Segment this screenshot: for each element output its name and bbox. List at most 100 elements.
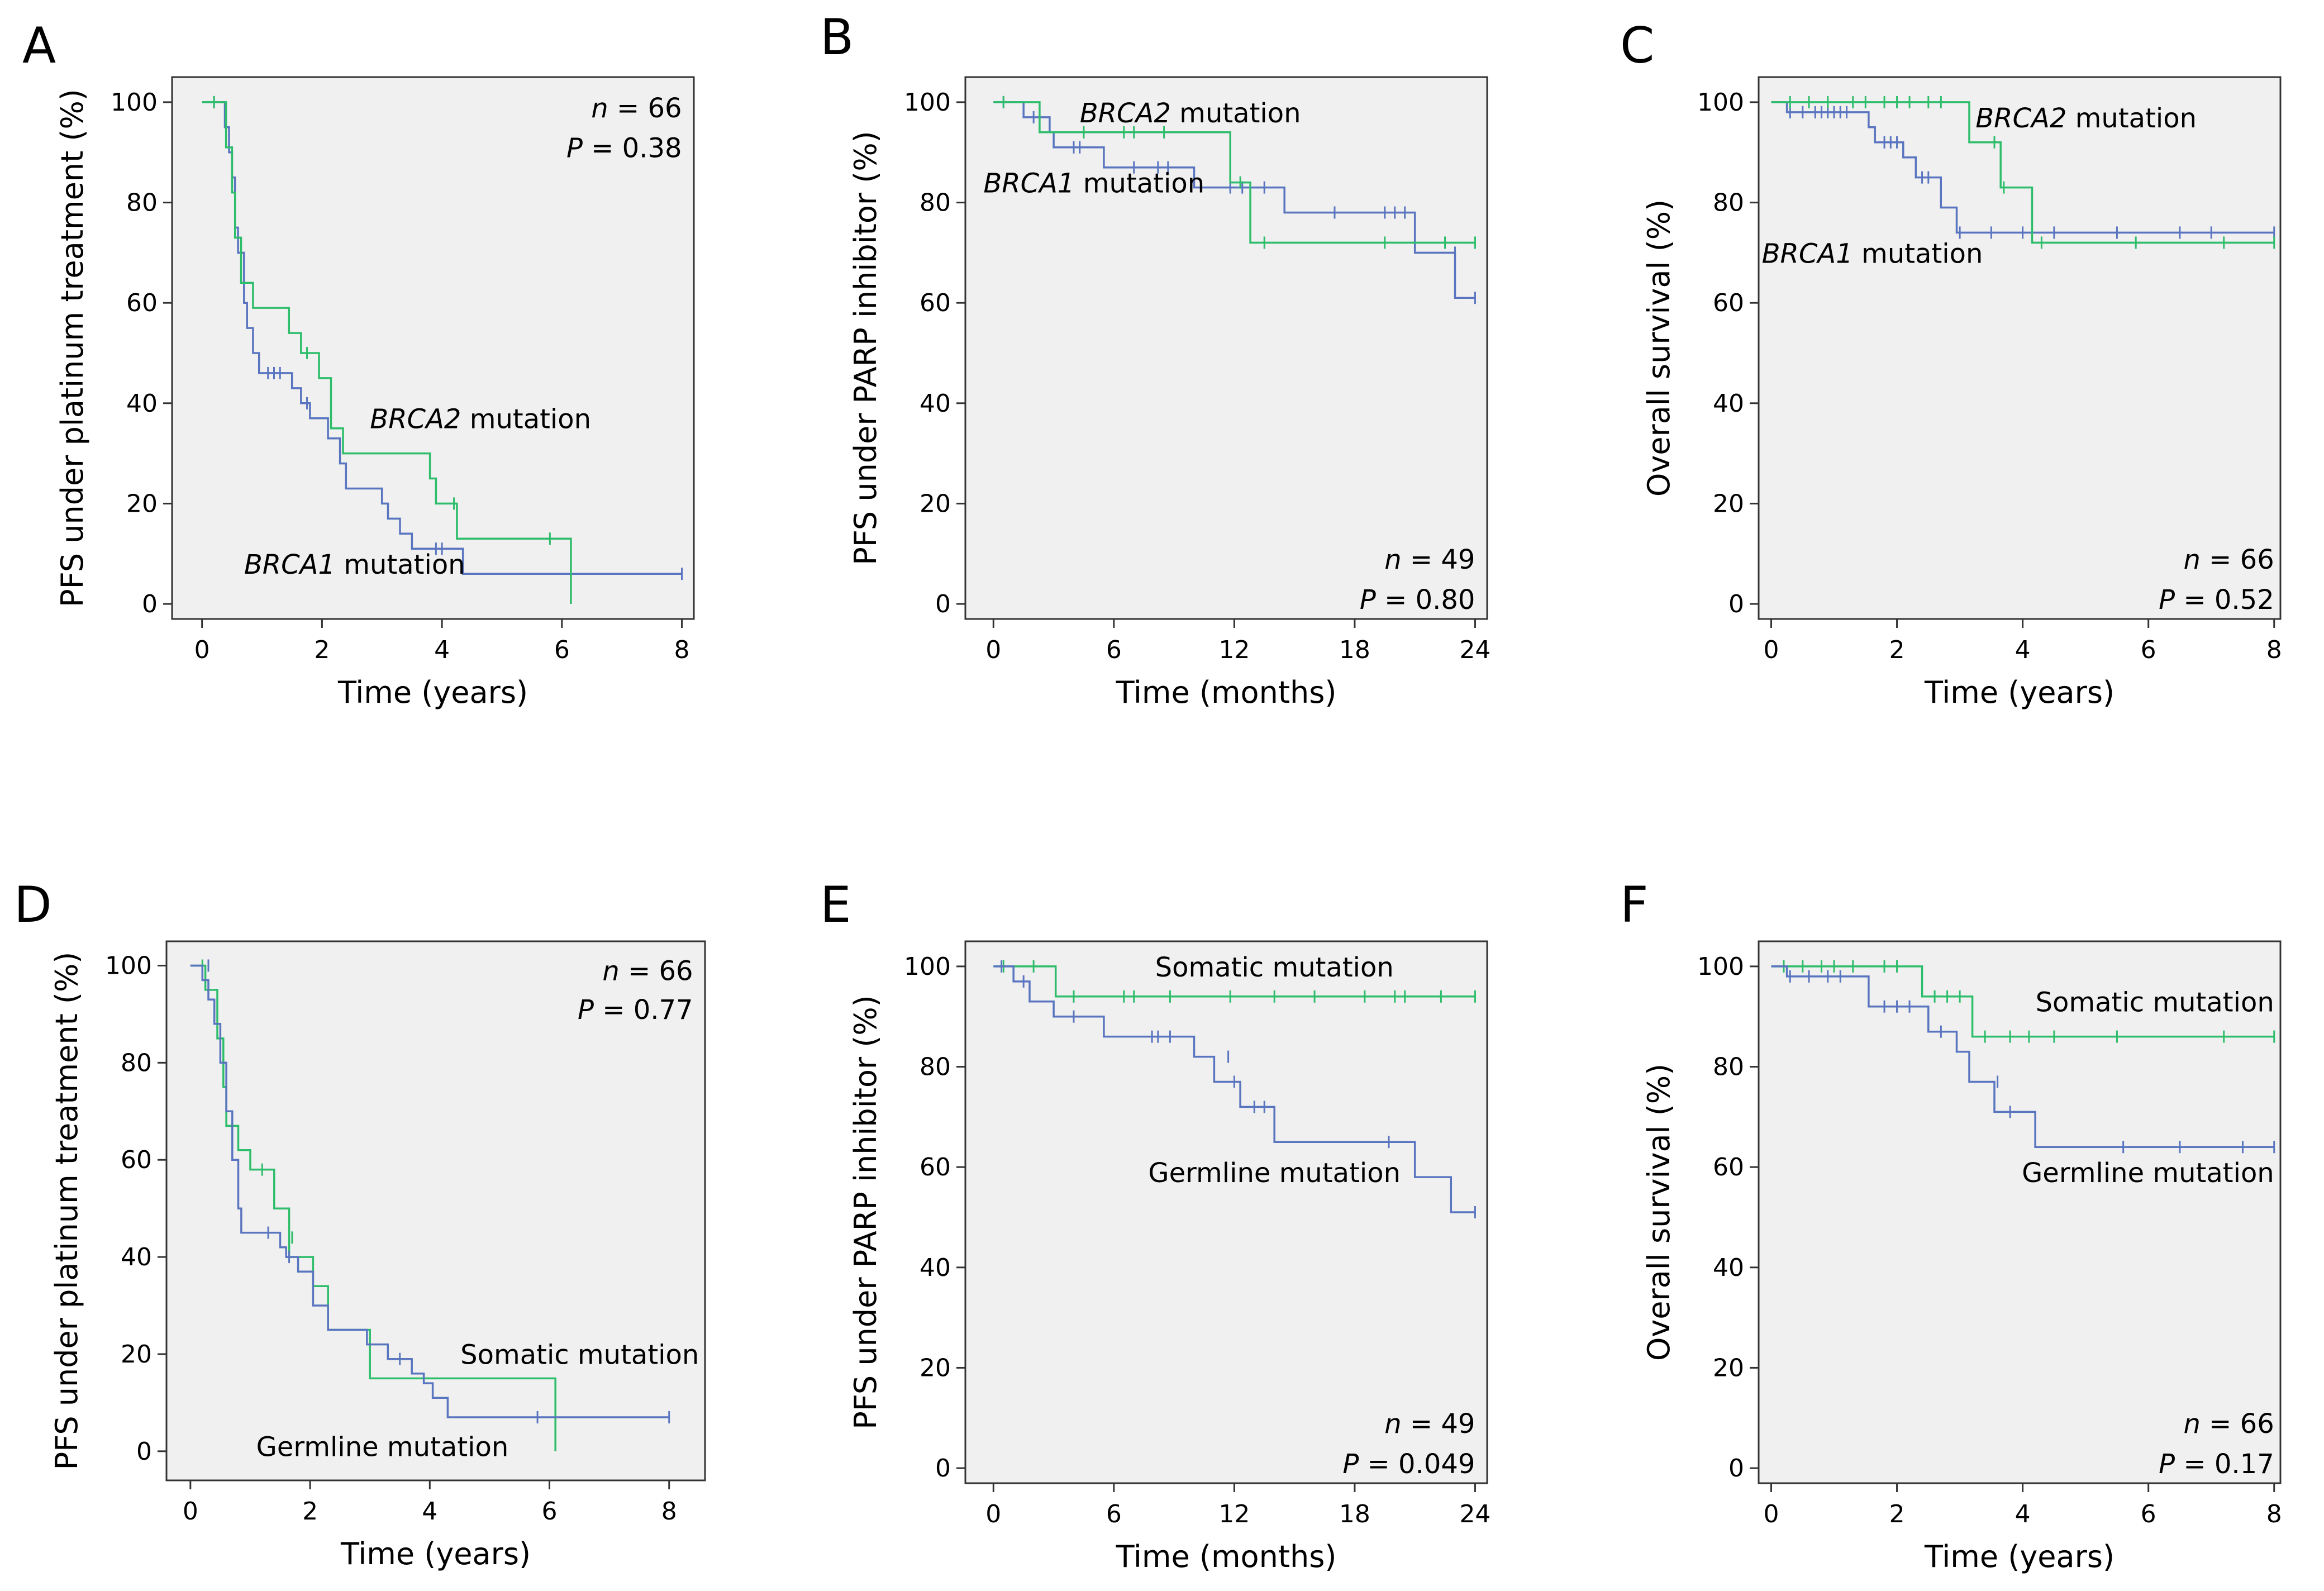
panel-letter: A [22, 17, 56, 74]
panel-c: C 0 20 40 60 80 100 0 2 4 6 8 Time (years) Overall su… [1620, 17, 2282, 710]
series-label-italic: BRCA2 [1080, 98, 1171, 129]
x-tick-label: 4 [2015, 1500, 2031, 1528]
x-tick-label: 8 [2266, 636, 2282, 664]
y-tick-label: 60 [1713, 289, 1744, 317]
series-label: BRCA2 mutation [1080, 98, 1301, 129]
series-label-text: Germline mutation [1148, 1157, 1401, 1189]
x-axis-label: Time (years) [1924, 1539, 2115, 1574]
series-label: Somatic mutation [1155, 952, 1394, 983]
y-axis-label: PFS under PARP inhibitor (%) [848, 131, 883, 565]
survival-curve [190, 964, 669, 1418]
x-tick-label: 0 [183, 1497, 198, 1526]
stat-annotation: P = 0.38 [566, 133, 682, 164]
stat-annotation-text: = 66 [620, 956, 693, 987]
x-axis-label: Time (years) [340, 1536, 531, 1571]
stat-annotation-italic: P [1360, 584, 1376, 616]
series-label-italic: BRCA2 [1975, 103, 2066, 134]
y-tick-label: 20 [1713, 1354, 1744, 1382]
stat-annotation: P = 0.17 [2159, 1449, 2274, 1480]
y-tick-label: 80 [920, 1053, 951, 1082]
y-axis-label: PFS under platinum treatment (%) [55, 89, 90, 607]
y-tick-label: 40 [920, 1254, 951, 1282]
x-tick-label: 6 [554, 636, 570, 664]
x-tick-label: 2 [1889, 1500, 1905, 1528]
panel-a: A 0 20 40 60 80 100 0 2 4 6 8 Time (years) PFS under … [22, 17, 695, 710]
series-label: Somatic mutation [2036, 987, 2274, 1018]
y-tick-label: 100 [904, 952, 951, 981]
panel-f: F 0 20 40 60 80 100 0 2 4 6 8 Time (years) Overall su… [1620, 876, 2282, 1574]
y-tick-label: 100 [111, 88, 158, 117]
stat-annotation-italic: n [1384, 1408, 1401, 1440]
survival-curve [202, 101, 572, 604]
stat-annotation-italic: P [566, 133, 583, 164]
y-axis-label: Overall survival (%) [1641, 1064, 1677, 1361]
y-tick-label: 100 [105, 951, 152, 980]
y-tick-label: 60 [126, 289, 158, 317]
x-tick-label: 12 [1218, 636, 1250, 664]
series-label-text: Somatic mutation [1155, 952, 1394, 983]
stat-annotation-text: = 49 [1402, 544, 1475, 575]
y-tick-label: 0 [1728, 1454, 1744, 1483]
stat-annotation-italic: P [2159, 584, 2175, 616]
y-tick-label: 60 [920, 289, 951, 317]
series-label-italic: BRCA1 [1762, 238, 1853, 269]
plot-area [964, 76, 1488, 620]
x-tick-label: 12 [1218, 1500, 1250, 1528]
y-axis-label: PFS under PARP inhibitor (%) [848, 995, 883, 1430]
plot-area [165, 940, 706, 1482]
y-tick-label: 20 [920, 489, 951, 518]
stat-annotation: P = 0.049 [1342, 1449, 1475, 1480]
y-tick-label: 100 [904, 88, 951, 117]
stat-annotation-italic: P [578, 994, 594, 1026]
x-tick-label: 4 [434, 636, 450, 664]
series-brca1-mutation: BRCA1 mutation [1762, 101, 2275, 269]
survival-curve [993, 101, 1475, 299]
stat-annotation: n = 66 [2184, 544, 2274, 575]
stat-annotation: n = 49 [1384, 1408, 1475, 1440]
y-tick-label: 60 [1713, 1153, 1744, 1182]
series-label-italic: BRCA2 [370, 404, 461, 435]
series-label-italic: BRCA1 [983, 168, 1074, 199]
stat-annotation-text: = 66 [2201, 1408, 2274, 1440]
panel-d: D 0 20 40 60 80 100 0 2 4 6 8 Time (years) PFS under … [14, 876, 706, 1571]
x-tick-label: 8 [674, 636, 690, 664]
stat-annotation-text: = 0.049 [1359, 1449, 1475, 1480]
x-tick-label: 18 [1339, 1500, 1370, 1528]
stat-annotation-italic: n [602, 956, 619, 987]
series-brca2-mutation: BRCA2 mutation [202, 96, 591, 604]
series-label: BRCA2 mutation [370, 404, 591, 435]
y-tick-label: 0 [935, 590, 951, 618]
stat-annotation-text: = 0.17 [2175, 1449, 2274, 1480]
y-tick-label: 80 [126, 189, 158, 217]
x-tick-label: 0 [985, 636, 1001, 664]
stat-annotation-italic: n [1384, 544, 1401, 575]
plot-area [964, 940, 1488, 1484]
x-tick-label: 6 [2141, 636, 2156, 664]
stat-annotation-text: = 49 [1402, 1408, 1475, 1440]
stat-annotation-text: = 0.77 [594, 994, 693, 1026]
series-label: Somatic mutation [460, 1339, 699, 1370]
y-tick-label: 80 [920, 189, 951, 217]
series-brca2-mutation: BRCA2 mutation [993, 96, 1476, 249]
x-tick-label: 2 [314, 636, 330, 664]
series-label-text: Germline mutation [2022, 1157, 2274, 1189]
panel-letter: E [820, 876, 851, 933]
panel-letter: C [1620, 17, 1654, 74]
x-tick-label: 24 [1459, 636, 1490, 664]
series-label-text: mutation [335, 549, 465, 580]
stat-annotation-text: = 0.38 [583, 133, 682, 164]
x-tick-label: 2 [302, 1497, 318, 1526]
x-axis-label: Time (years) [1924, 675, 2115, 710]
y-tick-label: 40 [1713, 389, 1744, 418]
series-label-text: mutation [1171, 98, 1301, 129]
stat-annotation-text: = 0.52 [2175, 584, 2274, 616]
series-brca1-mutation: BRCA1 mutation [202, 96, 683, 580]
stat-annotation: n = 49 [1384, 544, 1475, 575]
stat-annotation-text: = 66 [608, 93, 682, 124]
x-tick-label: 6 [1106, 1500, 1122, 1528]
y-axis-label: Overall survival (%) [1641, 199, 1677, 497]
series-label: BRCA1 mutation [244, 549, 465, 580]
plot-area [171, 76, 695, 620]
x-axis-label: Time (years) [337, 675, 528, 710]
x-tick-label: 4 [2015, 636, 2031, 664]
